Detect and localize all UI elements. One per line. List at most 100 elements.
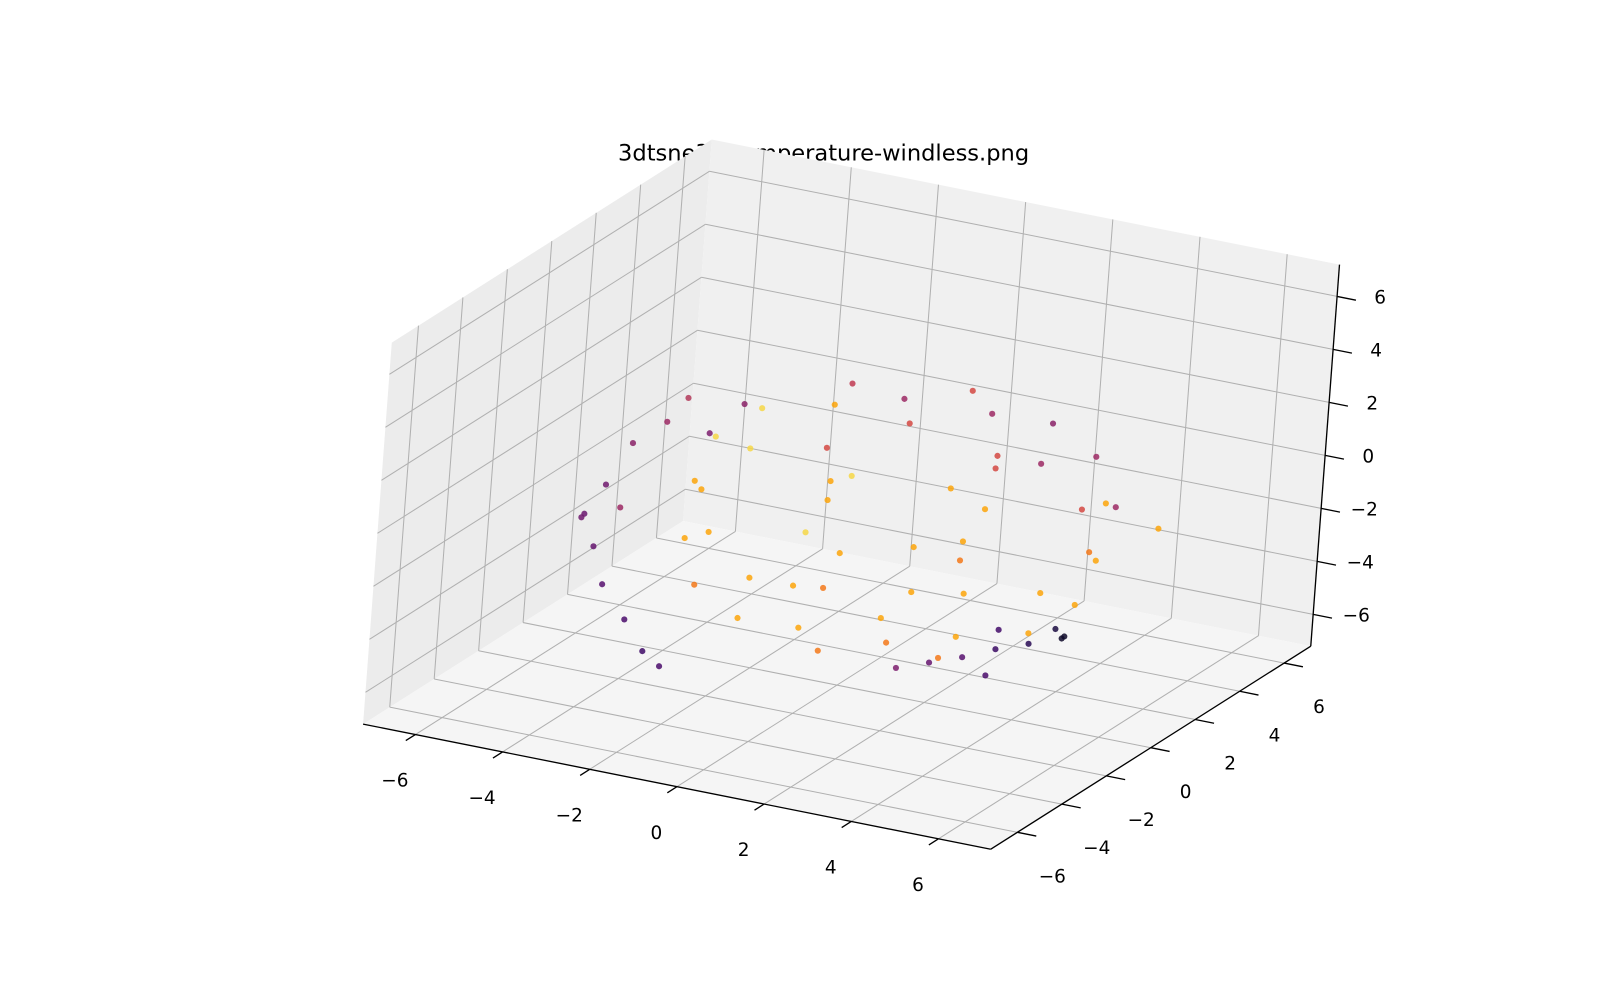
y-tick	[1283, 662, 1304, 668]
grid-line	[709, 170, 1338, 297]
point	[831, 401, 838, 408]
y-tick	[1239, 690, 1259, 696]
point	[959, 538, 967, 545]
z-tick	[1321, 507, 1341, 513]
point	[952, 633, 959, 640]
point	[795, 624, 802, 631]
point	[992, 465, 999, 472]
y-tick-label: −6	[1039, 866, 1066, 887]
point	[617, 504, 624, 511]
grid-line	[656, 537, 1285, 664]
z-tick-label: 2	[1366, 393, 1378, 414]
z-tick	[1313, 613, 1333, 619]
x-tick	[666, 786, 678, 794]
point	[681, 535, 688, 542]
point	[992, 646, 999, 653]
point	[599, 581, 606, 588]
point	[1025, 630, 1032, 637]
z-tick	[1336, 295, 1357, 301]
grid-line	[365, 488, 686, 693]
x-tick-label: 0	[651, 823, 663, 844]
x-tick-label: −2	[556, 805, 583, 826]
point	[1038, 460, 1045, 467]
point	[824, 496, 831, 504]
point	[906, 420, 913, 427]
point	[836, 550, 843, 557]
point	[621, 616, 628, 623]
grid-line	[385, 223, 706, 428]
point	[639, 648, 646, 655]
point	[734, 614, 741, 622]
z-tick	[1317, 560, 1337, 566]
point	[960, 590, 967, 597]
y-tick	[1195, 718, 1215, 724]
point	[789, 582, 797, 589]
y-tick-label: −4	[1083, 838, 1110, 859]
point	[925, 659, 933, 666]
point	[901, 395, 908, 402]
point	[746, 574, 753, 581]
x-tick-label: 4	[825, 858, 837, 879]
point	[802, 529, 809, 536]
point	[956, 557, 964, 564]
z-tick-label: −2	[1351, 499, 1378, 520]
y-tick-label: 6	[1313, 697, 1325, 718]
point	[1078, 506, 1086, 513]
x-tick	[405, 733, 416, 742]
point	[1037, 590, 1044, 597]
z-tick-label: −6	[1343, 605, 1370, 626]
point	[741, 400, 748, 408]
point	[1102, 500, 1109, 507]
point	[995, 626, 1002, 633]
point	[1112, 504, 1119, 511]
point	[1155, 525, 1162, 532]
point	[981, 506, 989, 513]
point	[759, 405, 766, 412]
z-tick-label: 0	[1362, 446, 1374, 467]
y-tick	[1061, 803, 1081, 809]
point	[691, 581, 698, 588]
grid-line	[373, 382, 694, 587]
grid-line	[389, 170, 710, 375]
y-tick	[1150, 747, 1170, 753]
point	[691, 477, 698, 484]
point	[747, 445, 754, 452]
grid-line	[611, 565, 1240, 692]
x-tick	[928, 838, 939, 846]
point	[827, 478, 834, 485]
point	[908, 589, 915, 596]
point	[947, 485, 954, 492]
grid-line	[381, 276, 702, 481]
grid-line	[522, 622, 1151, 749]
grid-line	[567, 593, 1196, 720]
point	[848, 472, 855, 479]
point	[1061, 633, 1068, 640]
grid-line	[389, 706, 1018, 833]
y-tick	[1106, 775, 1126, 781]
point	[934, 654, 942, 662]
grid-line	[377, 329, 698, 534]
grid-line	[369, 435, 690, 640]
point	[1092, 557, 1099, 564]
point	[892, 664, 900, 671]
point	[1093, 453, 1100, 460]
x-tick	[841, 820, 852, 829]
grid-line	[478, 650, 1107, 777]
z-tick	[1328, 401, 1349, 407]
point	[814, 647, 821, 654]
y-tick-label: 4	[1269, 725, 1281, 746]
y-tick	[1017, 831, 1037, 837]
point	[1071, 601, 1078, 609]
z-tick	[1332, 348, 1353, 354]
grid-line	[705, 223, 1334, 350]
z-tick-label: 4	[1370, 340, 1382, 361]
point	[883, 639, 890, 646]
x-tick	[579, 768, 591, 776]
point	[685, 394, 692, 402]
x-tick	[492, 751, 503, 759]
point	[578, 514, 585, 521]
grid-line	[689, 435, 1318, 562]
point	[706, 430, 713, 437]
point	[655, 663, 663, 670]
